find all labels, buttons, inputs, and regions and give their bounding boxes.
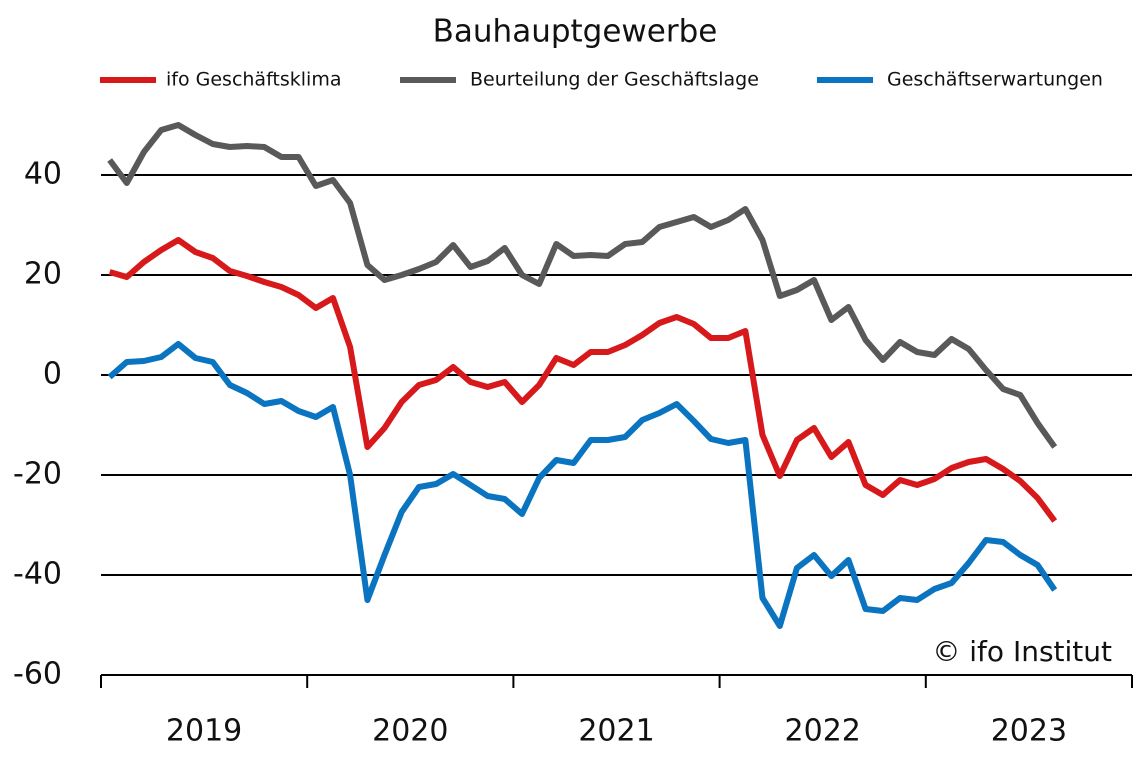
series-line bbox=[108, 237, 1058, 523]
legend-label: ifo Geschäftsklima bbox=[166, 69, 342, 91]
credit: © ifo Institut bbox=[932, 635, 1112, 668]
x-tick-label: 2021 bbox=[578, 714, 654, 749]
y-tick-label: 40 bbox=[24, 157, 62, 192]
series-line bbox=[107, 122, 1058, 449]
legend-label: Beurteilung der Geschäftslage bbox=[470, 69, 759, 91]
series-line bbox=[107, 341, 1058, 629]
x-tick-label: 2020 bbox=[372, 714, 448, 749]
x-tick-label: 2019 bbox=[166, 714, 242, 749]
x-tick-label: 2023 bbox=[991, 714, 1067, 749]
y-tick-label: 0 bbox=[43, 357, 62, 392]
y-tick-label: -60 bbox=[13, 657, 62, 692]
y-tick-label: 20 bbox=[24, 257, 62, 292]
y-tick-label: -20 bbox=[13, 457, 62, 492]
y-tick-label: -40 bbox=[13, 557, 62, 592]
chart-title: Bauhauptgewerbe bbox=[433, 14, 718, 50]
x-tick-label: 2022 bbox=[785, 714, 861, 749]
legend-label: Geschäftserwartungen bbox=[887, 69, 1103, 91]
